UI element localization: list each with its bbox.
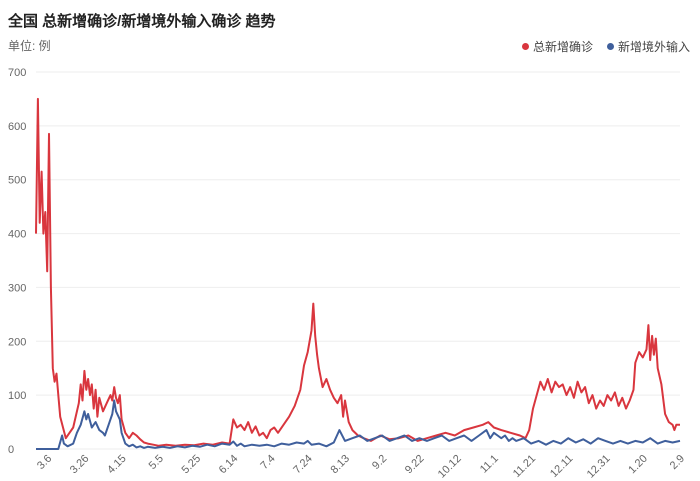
y-tick-label: 200 [8, 336, 26, 348]
x-tick-label: 11.1 [478, 453, 501, 476]
legend-dot-icon [606, 43, 614, 50]
x-tick-label: 6.14 [217, 453, 241, 477]
x-tick-label: 11.21 [511, 453, 538, 480]
x-tick-label: 1.20 [626, 453, 650, 477]
x-tick-label: 5.5 [147, 453, 166, 472]
x-tick-label: 3.6 [35, 453, 54, 472]
chart-title: 全国 总新增确诊/新增境外输入确诊 趋势 [8, 13, 276, 30]
y-tick-label: 300 [8, 282, 26, 294]
y-axis-unit-label: 单位: 例 [8, 39, 51, 53]
x-tick-label: 7.4 [258, 453, 277, 472]
x-tick-label: 3.26 [68, 453, 92, 477]
y-tick-label: 500 [8, 175, 26, 187]
chart-legend: 总新增确诊 新增境外输入 [521, 38, 690, 55]
series-line-imported[interactable] [36, 399, 681, 450]
y-tick-label: 400 [8, 229, 26, 241]
x-tick-label: 8.13 [328, 453, 352, 477]
x-tick-label: 12.11 [548, 453, 575, 480]
x-tick-label: 2.9 [668, 453, 687, 472]
x-tick-label: 9.2 [370, 453, 389, 472]
x-tick-label: 12.31 [585, 453, 613, 481]
x-tick-label: 10.12 [436, 453, 464, 481]
legend-label-imported: 新增境外输入 [617, 40, 690, 54]
x-tick-label: 5.25 [180, 453, 204, 477]
x-tick-label: 9.22 [403, 453, 427, 477]
legend-item-total[interactable]: 总新增确诊 [521, 38, 593, 55]
y-tick-label: 700 [8, 67, 26, 79]
x-tick-label: 7.24 [291, 453, 315, 477]
y-tick-label: 100 [8, 390, 26, 402]
y-tick-label: 0 [8, 444, 14, 456]
legend-item-imported[interactable]: 新增境外输入 [606, 38, 690, 55]
y-tick-label: 600 [8, 121, 26, 133]
x-tick-label: 4.15 [105, 453, 129, 477]
legend-dot-icon [521, 43, 529, 50]
series-line-total[interactable] [35, 97, 680, 447]
legend-label-total: 总新增确诊 [532, 40, 593, 54]
